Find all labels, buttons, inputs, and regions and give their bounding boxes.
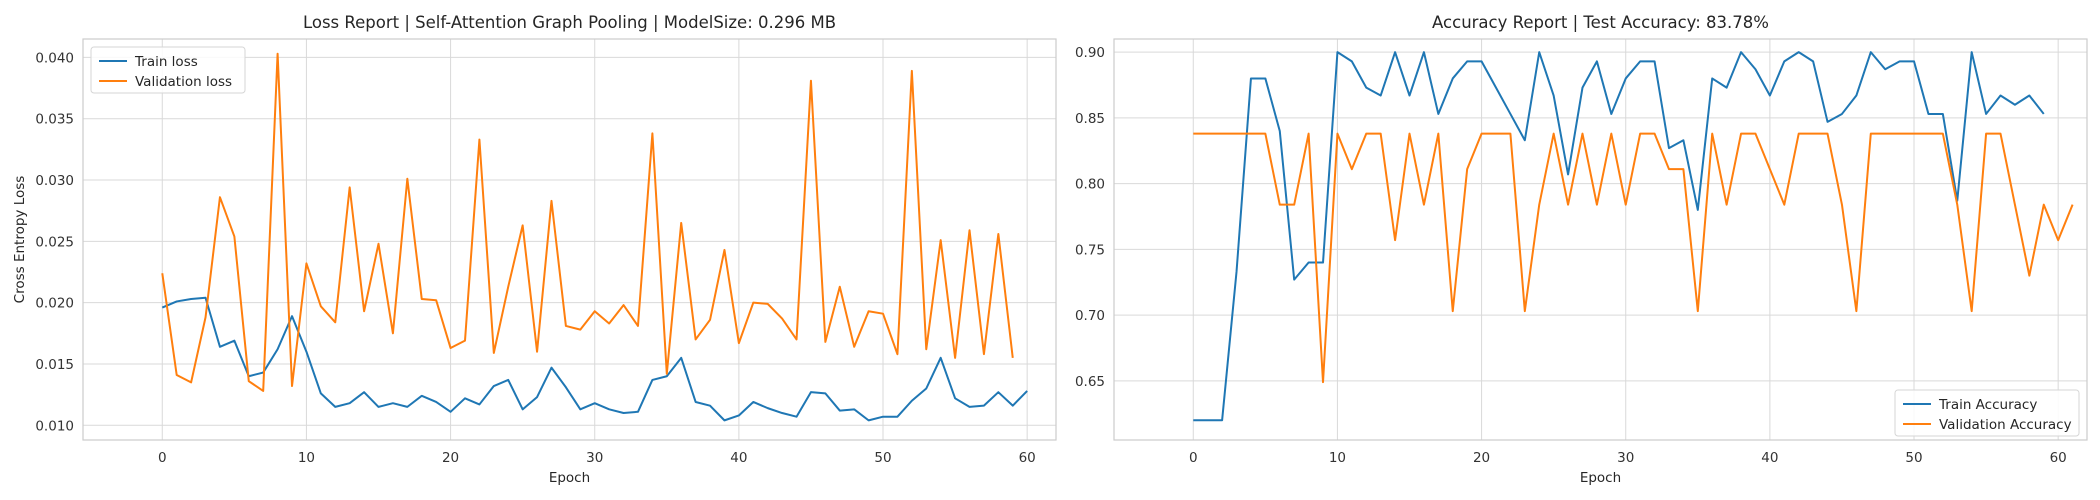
accuracy-axes-frame [1113,38,2088,441]
accuracy-x-tick-label: 50 [1905,450,1922,466]
accuracy-legend-label: Validation Accuracy [1939,417,2072,433]
accuracy-y-tick-label: 0.80 [1075,177,1105,193]
accuracy-y-tick-label: 0.65 [1075,374,1105,390]
accuracy-y-tick-label: 0.85 [1075,111,1105,127]
loss-x-tick-label: 20 [442,450,459,466]
loss-y-tick-label: 0.030 [35,173,74,189]
loss-y-tick-label: 0.020 [35,296,74,312]
accuracy-x-tick-label: 20 [1473,450,1490,466]
loss-y-tick-label: 0.015 [35,357,74,373]
loss-x-tick-label: 10 [298,450,315,466]
accuracy-chart-title: Accuracy Report | Test Accuracy: 83.78% [1432,13,1769,32]
loss-chart: 0 10 20 30 40 50 60 0.010 0.015 0.020 0.025 0.030 0.… [12,13,1057,486]
accuracy-x-tick-label: 10 [1329,450,1346,466]
loss-x-tick-label: 60 [1019,450,1036,466]
accuracy-series-validation-line [1193,132,2074,384]
accuracy-y-tick-label: 0.70 [1075,308,1105,324]
loss-x-tick-label: 50 [874,450,891,466]
loss-series-train-line [161,296,1028,422]
loss-legend: Train loss Validation loss [90,46,246,94]
loss-legend-label: Train loss [134,54,198,70]
loss-x-tick-label: 30 [586,450,603,466]
accuracy-y-tick-label: 0.75 [1075,242,1105,258]
loss-chart-title: Loss Report | Self-Attention Graph Pooli… [303,13,836,32]
accuracy-x-tick-label: 0 [1189,450,1198,466]
accuracy-x-tick-label: 60 [2050,450,2067,466]
loss-x-tick-label: 0 [158,450,167,466]
accuracy-chart: 0 10 20 30 40 50 60 0.65 0.70 0.75 0.80 0.85 0.90 Acc… [1075,13,2088,486]
accuracy-x-tick-label: 40 [1761,450,1778,466]
loss-legend-label: Validation loss [135,74,232,90]
loss-x-tick-label: 40 [730,450,747,466]
loss-axes-frame [82,38,1057,441]
loss-series-validation-line [161,52,1014,392]
accuracy-grid [1114,39,2087,440]
loss-y-tick-label: 0.040 [35,50,74,66]
accuracy-x-axis-label: Epoch [1580,470,1621,486]
loss-legend-box [90,46,246,94]
accuracy-x-tick-label: 30 [1617,450,1634,466]
accuracy-legend-box [1894,389,2080,437]
accuracy-series-train-line [1193,51,2045,422]
loss-y-tick-label: 0.025 [35,234,74,250]
accuracy-legend: Train Accuracy Validation Accuracy [1894,389,2080,437]
loss-y-tick-label: 0.010 [35,418,74,434]
accuracy-y-tick-label: 0.90 [1075,45,1105,61]
loss-y-tick-label: 0.035 [35,112,74,128]
loss-x-axis-label: Epoch [549,470,590,486]
accuracy-legend-label: Train Accuracy [1938,397,2037,413]
loss-y-axis-label: Cross Entropy Loss [12,176,28,304]
